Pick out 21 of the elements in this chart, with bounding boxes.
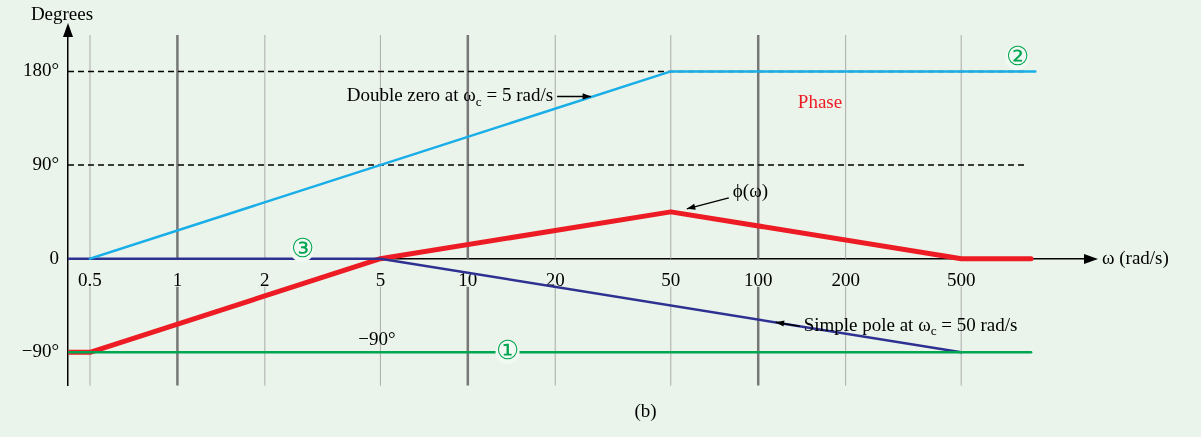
x-tick-label: 500 xyxy=(946,269,976,291)
y-tick-label: 180° xyxy=(22,59,59,81)
x-tick-label: 100 xyxy=(743,269,773,291)
x-tick-label: 5 xyxy=(375,269,386,291)
annotation: ① xyxy=(496,336,520,366)
y-tick-label: 0 xyxy=(49,246,59,268)
annotation: ③ xyxy=(290,233,314,263)
y-tick-label: −90° xyxy=(21,340,59,362)
x-tick-label: 1 xyxy=(172,269,183,291)
text: (b) xyxy=(633,400,658,422)
y-axis-title: Degrees xyxy=(30,2,94,24)
x-tick-label: 2 xyxy=(260,269,270,291)
annotation: −90° xyxy=(358,327,396,349)
y-tick-label: 90° xyxy=(32,153,59,175)
x-axis-title: ω (rad/s) xyxy=(1102,246,1169,269)
x-tick-label: 0.5 xyxy=(78,269,102,291)
x-tick-label: 50 xyxy=(661,269,681,291)
annotation: ② xyxy=(1005,41,1029,71)
annotation: Phase xyxy=(797,90,843,112)
x-tick-label: 200 xyxy=(831,269,860,291)
annotation: ϕ(ω) xyxy=(732,179,768,202)
